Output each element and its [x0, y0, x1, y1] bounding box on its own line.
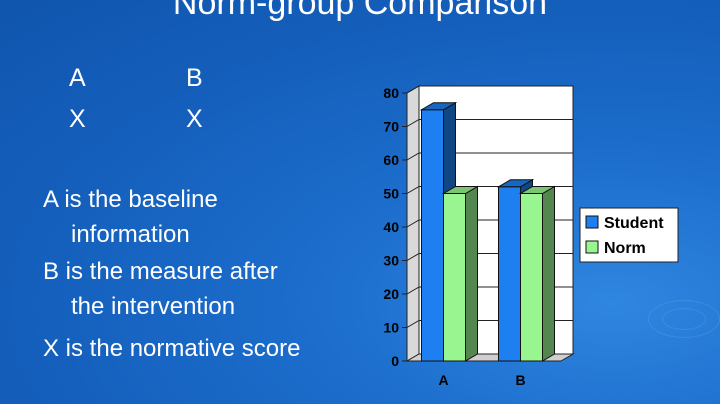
grid-cell-b: B — [186, 64, 203, 92]
y-tick-label: 30 — [383, 253, 399, 269]
y-tick-label: 60 — [383, 152, 399, 168]
bar-top-student-a — [419, 102, 458, 111]
legend-swatch-student — [585, 215, 599, 229]
definition-a-line2: information — [71, 221, 190, 248]
definition-x-line1: X is the normative score — [43, 335, 301, 362]
legend-swatch-norm — [585, 240, 599, 254]
bar-norm-a — [443, 193, 466, 362]
definition-b-line2: the intervention — [71, 293, 236, 320]
background-ripple — [662, 308, 706, 330]
definition-a-line1: A is the baseline — [43, 186, 218, 213]
bar-norm-b — [520, 193, 543, 362]
bar-side-norm-b — [542, 185, 555, 362]
gridline — [406, 85, 573, 94]
bar-top-norm-a — [441, 186, 480, 194]
grid-cell-a: A — [69, 64, 86, 92]
definition-b: B is the measure after the intervention — [43, 254, 278, 324]
legend-label-student: Student — [604, 215, 664, 232]
y-tick-label: 20 — [383, 286, 399, 302]
y-tick-label: 0 — [391, 353, 399, 369]
x-tick-label: B — [515, 372, 525, 388]
definition-x: X is the normative score — [43, 331, 300, 366]
x-tick-label: A — [438, 372, 448, 388]
y-tick-label: 80 — [383, 85, 399, 101]
gridline — [406, 119, 573, 127]
grid-cell-x1: X — [69, 105, 86, 133]
definition-b-line1: B is the measure after — [43, 258, 278, 285]
bar-side-norm-a — [465, 185, 478, 362]
legend-label-norm: Norm — [604, 240, 646, 257]
y-tick-label: 50 — [383, 186, 399, 202]
bar-top-norm-b — [518, 186, 557, 194]
y-tick-label: 40 — [383, 219, 399, 235]
y-tick-label: 10 — [383, 320, 399, 336]
slide-title: Norm-group Comparison — [172, 0, 548, 22]
grid-cell-x2: X — [186, 105, 203, 133]
gridline — [406, 152, 573, 161]
bar-student-a — [421, 109, 444, 362]
bar-chart: 0 10 20 30 40 50 60 70 80 A B Student Norm — [383, 85, 679, 388]
bar-top-student-b — [496, 179, 535, 188]
definition-a: A is the baseline information — [43, 182, 218, 252]
y-tick-label: 70 — [383, 119, 399, 135]
bar-student-b — [498, 186, 521, 362]
